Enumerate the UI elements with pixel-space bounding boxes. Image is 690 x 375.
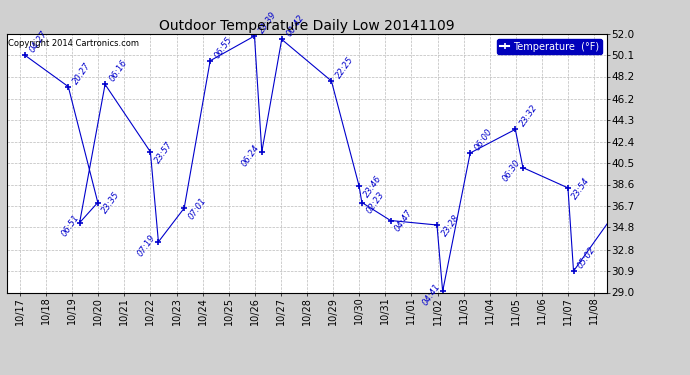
Text: 07:19: 07:19 [136, 232, 157, 258]
Text: 22:25: 22:25 [334, 55, 355, 80]
Text: 00:42: 00:42 [284, 13, 306, 39]
Text: 23:54: 23:54 [571, 176, 592, 201]
Text: 05:02: 05:02 [576, 245, 598, 270]
Text: 06:30: 06:30 [501, 158, 522, 183]
Title: Outdoor Temperature Daily Low 20141109: Outdoor Temperature Daily Low 20141109 [159, 19, 455, 33]
Text: 07:01: 07:01 [187, 196, 208, 221]
Text: 06:16: 06:16 [108, 58, 129, 84]
Text: 23:42: 23:42 [0, 374, 1, 375]
Text: 04:41: 04:41 [420, 282, 442, 307]
Text: 06:24: 06:24 [239, 142, 261, 168]
Text: 02:23: 02:23 [364, 190, 386, 216]
Text: 06:55: 06:55 [213, 35, 235, 60]
Text: 23:39: 23:39 [257, 10, 279, 35]
Text: 23:35: 23:35 [101, 190, 122, 216]
Text: 20:27: 20:27 [71, 61, 92, 86]
Text: 23:32: 23:32 [518, 104, 540, 129]
Text: 06:51: 06:51 [60, 213, 81, 238]
Legend: Temperature  (°F): Temperature (°F) [497, 39, 602, 54]
Text: 06:00: 06:00 [473, 127, 494, 152]
Text: 04:47: 04:47 [393, 209, 415, 234]
Text: Copyright 2014 Cartronics.com: Copyright 2014 Cartronics.com [8, 39, 139, 48]
Text: 23:57: 23:57 [153, 140, 175, 165]
Text: 23:28: 23:28 [440, 213, 461, 238]
Text: 04:27: 04:27 [28, 29, 49, 54]
Text: 23:46: 23:46 [362, 174, 383, 199]
